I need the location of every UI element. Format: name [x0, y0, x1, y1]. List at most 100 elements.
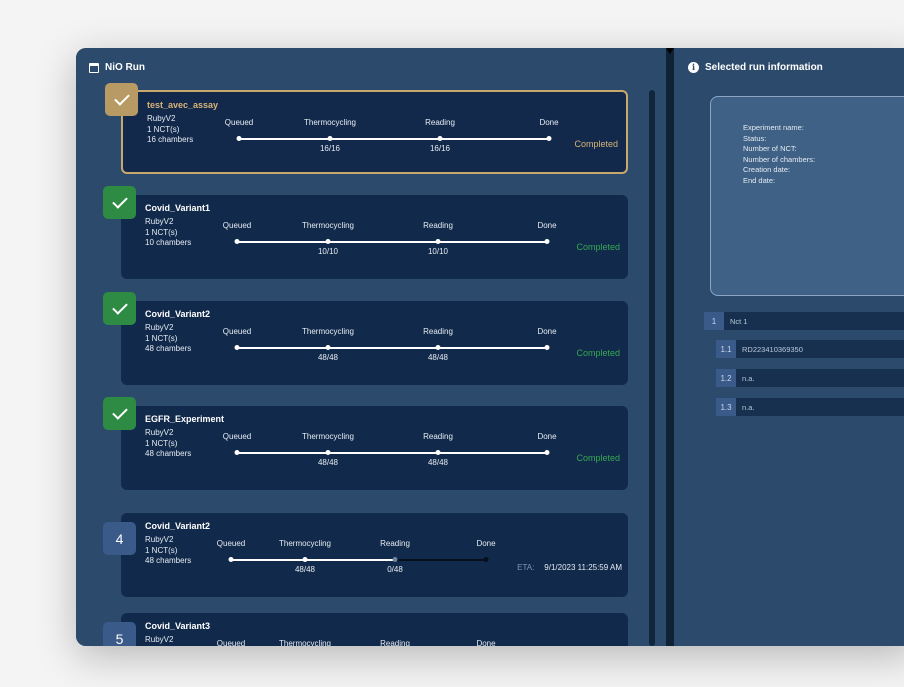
step-reading: Reading — [423, 221, 453, 230]
run-list-panel: NiO Run test_avec_assay RubyV2 1 NCT(s) 16… — [76, 48, 666, 646]
progress-dot — [544, 239, 550, 244]
check-icon — [111, 403, 128, 420]
app-window: NiO Run test_avec_assay RubyV2 1 NCT(s) 16… — [76, 48, 904, 646]
step-queued: Queued — [222, 432, 252, 441]
run-list-scrollbar[interactable] — [649, 90, 655, 646]
progress-line — [237, 452, 547, 454]
step-reading: Reading — [423, 432, 453, 441]
panel-divider[interactable] — [666, 48, 674, 646]
run-card[interactable]: 5 Covid_Variant3 RubyV2 Queued Thermocyc… — [103, 613, 628, 646]
step-queued: Queued — [216, 539, 246, 548]
run-meta: RubyV2 1 NCT(s) 10 chambers — [145, 217, 192, 247]
run-meta: RubyV2 — [145, 635, 174, 644]
progress-dot — [437, 136, 443, 141]
progress-dot — [325, 239, 331, 244]
thermo-count: 16/16 — [319, 144, 341, 153]
thermo-count: 48/48 — [294, 565, 316, 574]
step-thermocycling: Thermocycling — [301, 327, 355, 336]
run-index-badge: 5 — [103, 622, 136, 646]
step-thermocycling: Thermocycling — [278, 639, 332, 646]
progress-dot — [302, 557, 308, 562]
field-creation-date: Creation date: — [743, 165, 791, 175]
status-label: Completed — [576, 242, 620, 252]
step-reading: Reading — [423, 327, 453, 336]
field-end-date: End date: — [743, 175, 776, 185]
progress-dot — [236, 136, 242, 141]
step-reading: Reading — [380, 639, 410, 646]
progress-dot — [325, 345, 331, 350]
run-info-title: Selected run information — [705, 62, 823, 73]
reading-count: 16/16 — [429, 144, 451, 153]
progress-line — [231, 559, 395, 561]
tree-item-number: 1.2 — [716, 369, 736, 387]
tree-item-number: 1 — [704, 312, 724, 330]
tree-item-chamber[interactable]: 1.1 RD223410369350 — [716, 340, 904, 358]
run-card[interactable]: Covid_Variant1 RubyV2 1 NCT(s) 10 chambers… — [103, 186, 628, 279]
step-done: Done — [537, 432, 557, 441]
run-card[interactable]: test_avec_assay RubyV2 1 NCT(s) 16 chamber… — [105, 83, 628, 174]
reading-count: 48/48 — [427, 353, 449, 362]
step-reading: Reading — [380, 539, 410, 548]
progress-dot — [435, 345, 441, 350]
progress-dot — [392, 557, 398, 562]
run-card[interactable]: 4 Covid_Variant2 RubyV2 1 NCT(s) 48 chambe… — [103, 513, 628, 597]
run-name: EGFR_Experiment — [145, 414, 225, 424]
step-thermocycling: Thermocycling — [301, 221, 355, 230]
field-status: Status: — [743, 133, 767, 143]
run-list-header: NiO Run — [89, 62, 145, 73]
progress-dot — [234, 345, 240, 350]
tree-item-label: RD223410369350 — [742, 344, 803, 354]
step-done: Done — [537, 327, 557, 336]
run-details-box: Experiment name: Status: Number of NCT: … — [710, 96, 904, 296]
run-meta: RubyV2 1 NCT(s) 48 chambers — [145, 428, 192, 458]
run-info-panel: i Selected run information Experiment na… — [674, 48, 904, 646]
thermo-count: 48/48 — [317, 458, 339, 467]
run-progress-steps: Queued Thermocycling Reading Done 48/48 … — [215, 539, 545, 579]
run-meta: RubyV2 1 NCT(s) 16 chambers — [147, 114, 194, 144]
reading-count: 0/48 — [387, 565, 403, 574]
run-progress-steps: Queued Thermocycling Reading Done 16/16 … — [223, 118, 559, 158]
progress-dot — [327, 136, 333, 141]
run-details-labels: Experiment name: Status: Number of NCT: … — [743, 123, 815, 187]
status-label: Completed — [574, 139, 618, 149]
completed-badge — [105, 83, 138, 116]
status-label: Completed — [576, 348, 620, 358]
progress-dot — [435, 450, 441, 455]
reading-count: 10/10 — [427, 247, 449, 256]
tree-item-number: 1.3 — [716, 398, 736, 416]
thermo-count: 48/48 — [317, 353, 339, 362]
step-queued: Queued — [216, 639, 246, 646]
field-number-of-nct: Number of NCT: — [743, 144, 797, 154]
run-name: Covid_Variant1 — [145, 203, 211, 213]
progress-line — [237, 241, 547, 243]
run-progress-steps: Queued Thermocycling Reading Done 48/48 … — [221, 432, 557, 472]
run-list-title: NiO Run — [105, 62, 145, 73]
progress-dot — [546, 136, 552, 141]
eta-label: ETA: 9/1/2023 11:25:59 AM — [517, 563, 622, 572]
step-queued: Queued — [222, 221, 252, 230]
run-card[interactable]: Covid_Variant2 RubyV2 1 NCT(s) 48 chambers… — [103, 292, 628, 385]
progress-line-pending — [395, 559, 486, 561]
run-progress-steps: Queued Thermocycling Reading Done 10/10 … — [221, 221, 557, 261]
progress-dot — [228, 557, 234, 562]
calendar-icon — [89, 62, 99, 73]
progress-dot — [483, 557, 489, 562]
run-card[interactable]: EGFR_Experiment RubyV2 1 NCT(s) 48 chamber… — [103, 397, 628, 490]
thermo-count: 10/10 — [317, 247, 339, 256]
run-name: Covid_Variant2 — [145, 309, 211, 319]
info-icon: i — [688, 62, 699, 73]
check-icon — [113, 89, 130, 106]
progress-dot — [544, 345, 550, 350]
tree-item-nct[interactable]: 1 Nct 1 — [704, 312, 904, 330]
tree-item-chamber[interactable]: 1.2 n.a. — [716, 369, 904, 387]
progress-dot — [544, 450, 550, 455]
step-thermocycling: Thermocycling — [303, 118, 357, 127]
step-reading: Reading — [425, 118, 455, 127]
step-thermocycling: Thermocycling — [301, 432, 355, 441]
run-name: Covid_Variant2 — [145, 521, 211, 531]
progress-dot — [325, 450, 331, 455]
run-name: Covid_Variant3 — [145, 621, 211, 631]
reading-count: 48/48 — [427, 458, 449, 467]
run-progress-steps: Queued Thermocycling Reading Done 48/48 … — [221, 327, 557, 367]
tree-item-chamber[interactable]: 1.3 n.a. — [716, 398, 904, 416]
